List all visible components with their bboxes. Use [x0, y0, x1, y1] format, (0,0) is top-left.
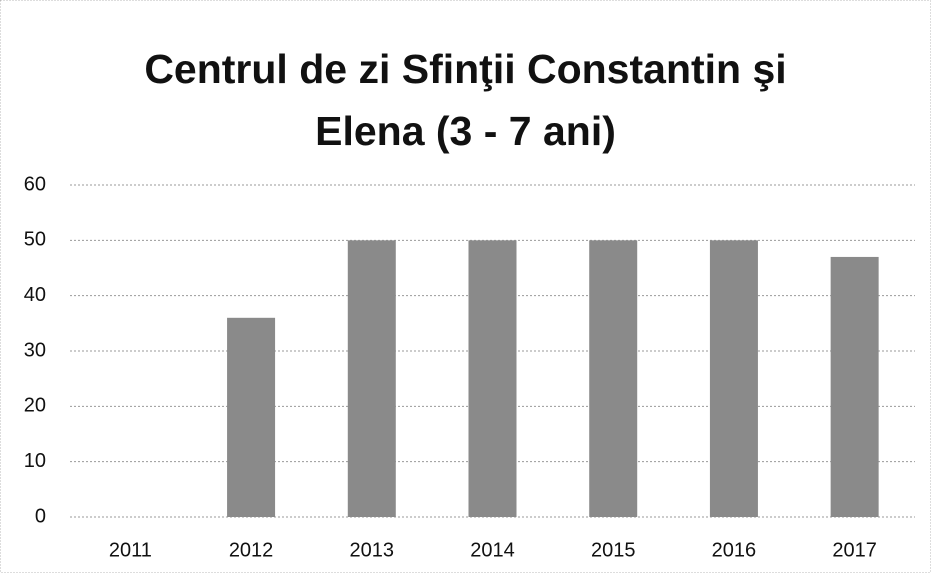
bar — [227, 317, 276, 517]
y-tick-label: 10 — [24, 450, 46, 472]
bar — [589, 240, 638, 518]
bar — [347, 240, 396, 518]
x-tick-label: 2016 — [712, 539, 757, 561]
x-tick-label: 2017 — [832, 539, 877, 561]
x-tick-label: 2015 — [591, 539, 636, 561]
y-tick-label: 40 — [24, 284, 46, 306]
x-tick-label: 2013 — [350, 539, 395, 561]
y-tick-label: 50 — [24, 229, 46, 251]
y-tick-label: 60 — [24, 173, 46, 195]
y-tick-label: 0 — [35, 505, 46, 527]
bar — [468, 240, 517, 518]
x-tick-label: 2012 — [229, 539, 274, 561]
y-tick-label: 20 — [24, 395, 46, 417]
y-tick-label: 30 — [24, 339, 46, 361]
x-tick-label: 2014 — [470, 539, 515, 561]
bar — [830, 256, 879, 517]
chart-title: Centrul de zi Sfinţii Constantin şi Elen… — [144, 46, 787, 154]
x-tick-label: 2011 — [109, 539, 152, 561]
bar — [709, 240, 758, 518]
